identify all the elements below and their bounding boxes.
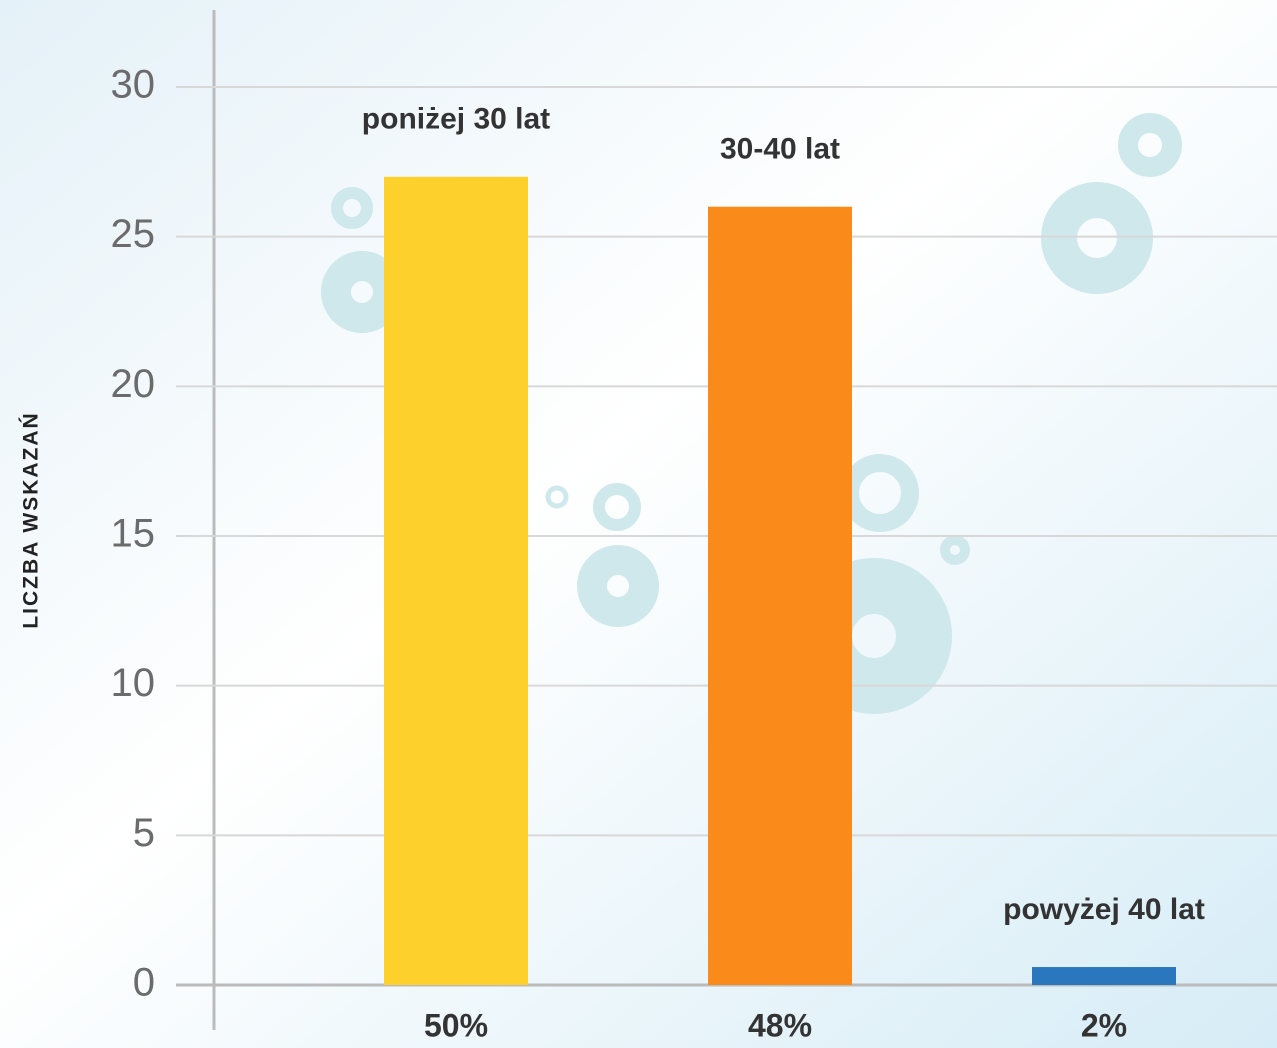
x-tick-label: 50% xyxy=(424,1007,488,1043)
background xyxy=(0,0,1277,1048)
x-tick-label: 48% xyxy=(748,1007,812,1043)
bar-label: poniżej 30 lat xyxy=(362,103,550,136)
y-tick-label: 5 xyxy=(133,811,155,855)
bar xyxy=(708,207,852,985)
chart: LICZBA WSKAZAŃ 0 5 10 15 20 25 30 poniżej 30 la… xyxy=(0,0,1277,1048)
bar-label: powyżej 40 lat xyxy=(1003,893,1205,926)
y-axis-label: LICZBA WSKAZAŃ xyxy=(20,411,43,628)
y-tick-label: 15 xyxy=(111,512,156,556)
y-tick-label: 25 xyxy=(111,212,156,256)
x-tick-label: 2% xyxy=(1081,1007,1127,1043)
bar xyxy=(1032,967,1176,985)
y-tick-label: 10 xyxy=(111,661,156,705)
y-tick-label: 30 xyxy=(111,63,156,107)
bar-label: 30-40 lat xyxy=(720,133,840,166)
y-tick-label: 20 xyxy=(111,362,156,406)
y-tick-label: 0 xyxy=(133,961,155,1005)
bar xyxy=(384,177,528,985)
